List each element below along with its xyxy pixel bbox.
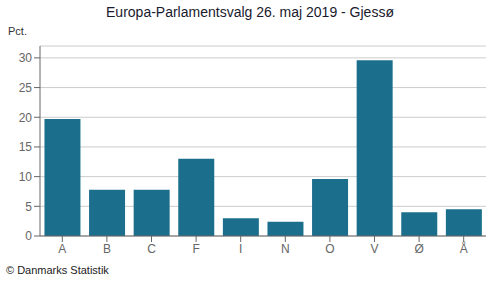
svg-text:B: B: [103, 242, 111, 256]
svg-text:C: C: [147, 242, 156, 256]
svg-text:20: 20: [19, 111, 33, 125]
svg-text:5: 5: [25, 200, 32, 214]
svg-text:V: V: [370, 242, 378, 256]
svg-text:N: N: [281, 242, 290, 256]
svg-text:25: 25: [19, 81, 33, 95]
svg-text:O: O: [325, 242, 334, 256]
svg-text:Ø: Ø: [414, 242, 423, 256]
html-text:Europa-Parlamentsvalg 26. maj: Europa-Parlamentsvalg 26. maj 2019 - Gje…: [106, 4, 394, 20]
svg-text:15: 15: [19, 140, 33, 154]
svg-text:A: A: [58, 242, 66, 256]
svg-text:Å: Å: [460, 241, 468, 256]
svg-text:F: F: [192, 242, 199, 256]
html-text:© Danmarks Statistik: © Danmarks Statistik: [6, 264, 109, 276]
svg-text:0: 0: [25, 229, 32, 243]
svg-text:30: 30: [19, 51, 33, 65]
svg-text:10: 10: [19, 170, 33, 184]
html-text:Pct.: Pct.: [8, 25, 27, 37]
svg-text:I: I: [239, 242, 242, 256]
